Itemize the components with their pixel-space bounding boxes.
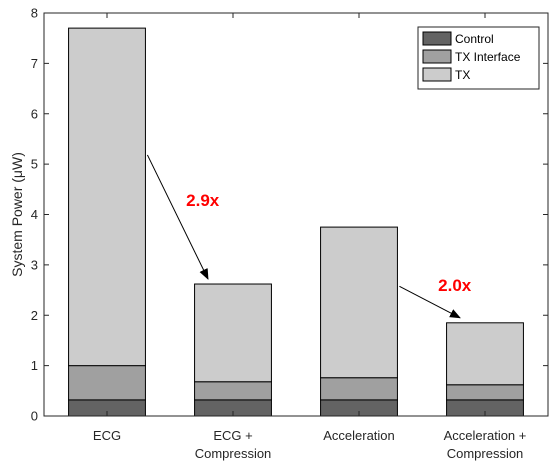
annotation-label: 2.0x (438, 276, 472, 295)
y-tick-label: 2 (31, 308, 38, 323)
x-tick-label: Compression (195, 446, 272, 461)
legend: Control TX Interface TX (417, 26, 540, 90)
annotation-arrow (146, 154, 209, 280)
y-tick-label: 6 (31, 106, 38, 121)
bar-segment-tx (446, 322, 524, 386)
legend-swatch-tx (422, 67, 452, 82)
annotation-arrow (399, 285, 461, 319)
bars-layer (68, 27, 524, 417)
x-tick-label: Acceleration (323, 428, 395, 443)
y-tick-label: 4 (31, 207, 38, 222)
legend-label: TX Interface (455, 50, 521, 64)
legend-swatch-tx-interface (422, 49, 452, 64)
bar-segment-tx-interface (68, 365, 146, 401)
annotation-label: 2.9x (186, 191, 220, 210)
bar-segment-tx (68, 27, 146, 367)
bar-segment-tx-interface (194, 381, 272, 401)
bar-segment-tx (320, 226, 398, 379)
axis-ticks: 0 1 2 3 4 5 6 7 8 ECG ECG + Compression Acceleration… (31, 6, 548, 461)
bar-segment-tx-interface (446, 384, 524, 401)
y-tick-label: 1 (31, 358, 38, 373)
bar-segment-tx-interface (320, 377, 398, 401)
y-axis-label: System Power (μW) (9, 152, 25, 277)
x-tick-label: Compression (447, 446, 524, 461)
x-tick-label: Acceleration + (444, 428, 527, 443)
bar-segment-tx (194, 283, 272, 383)
y-tick-label: 3 (31, 257, 38, 272)
y-tick-label: 8 (31, 6, 38, 21)
legend-swatch-control (422, 31, 452, 46)
y-tick-label: 5 (31, 157, 38, 172)
x-tick-label: ECG (93, 428, 121, 443)
legend-label: Control (455, 32, 494, 46)
legend-label: TX (455, 68, 470, 82)
x-tick-label: ECG + (213, 428, 252, 443)
annotation-arrows: 2.9x 2.0x (146, 154, 472, 319)
y-tick-label: 7 (31, 56, 38, 71)
y-tick-label: 0 (31, 409, 38, 424)
